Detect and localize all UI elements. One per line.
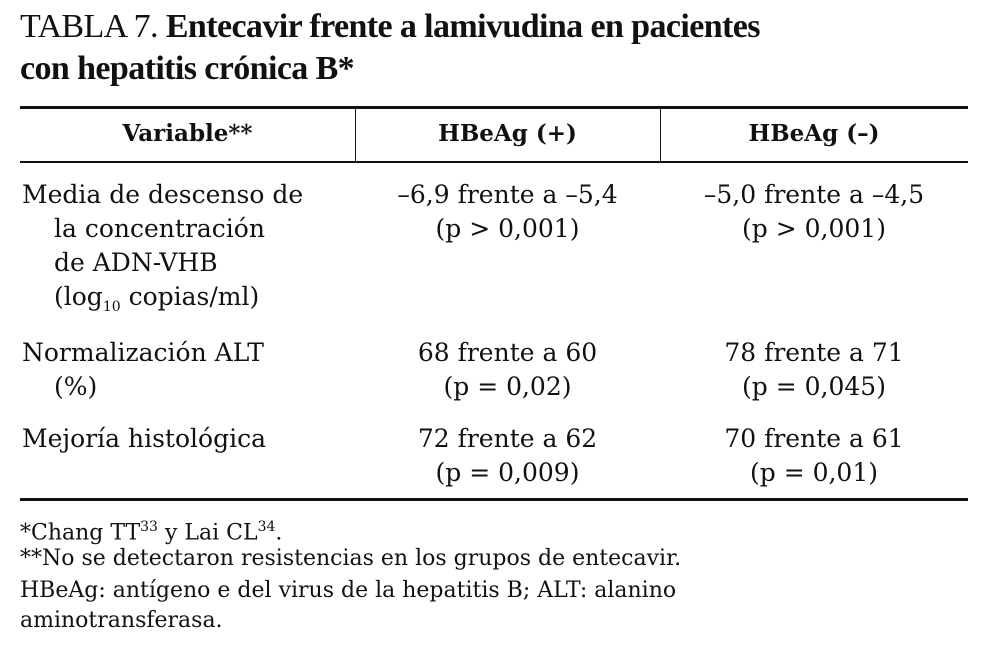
- header-rule: [20, 161, 968, 163]
- cell-line: Mejoría histológica: [22, 424, 266, 453]
- bottom-rule: [20, 498, 968, 501]
- value-cell: –6,9 frente a –5,4 (p > 0,001): [355, 178, 660, 246]
- header-cell: Variable**: [122, 120, 253, 147]
- footnote-text: aminotransferasa.: [20, 608, 223, 633]
- value-cell: 72 frente a 62 (p = 0,009): [355, 422, 660, 490]
- cell-line: (p = 0,009): [435, 458, 580, 487]
- cell-text: copias/ml): [120, 282, 260, 311]
- value-cell: 68 frente a 60 (p = 0,02): [355, 336, 660, 404]
- cell-text: (log: [54, 282, 103, 311]
- title-line: TABLA 7. Entecavir frente a lamivudina e…: [20, 8, 760, 46]
- footnote-text: y Lai CL: [157, 520, 258, 546]
- value-cell: 78 frente a 71 (p = 0,045): [660, 336, 968, 404]
- cell-line: (log10 copias/ml): [22, 280, 303, 324]
- footnote: *Chang TT33 y Lai CL34.: [20, 512, 282, 548]
- cell-line: de ADN-VHB: [54, 248, 218, 277]
- title-text: con hepatitis crónica B*: [20, 50, 355, 87]
- variable-cell: Normalización ALT (%): [22, 336, 264, 404]
- cell-line: –5,0 frente a –4,5: [703, 180, 925, 209]
- cell-line: (p > 0,001): [742, 214, 886, 243]
- footnote: HBeAg: antígeno e del virus de la hepati…: [20, 576, 676, 636]
- cell-line: (p = 0,02): [443, 372, 572, 401]
- footnote-text: .: [275, 520, 283, 546]
- cell-line: 78 frente a 71: [724, 338, 904, 367]
- table-label: TABLA 7.: [20, 8, 159, 45]
- reference: 33: [140, 519, 158, 535]
- cell-line: (p = 0,045): [742, 372, 886, 401]
- cell-line: (p > 0,001): [435, 214, 580, 243]
- header-cell: HBeAg (+): [438, 120, 577, 147]
- title-line: con hepatitis crónica B*: [20, 50, 355, 88]
- column-divider: [660, 108, 661, 163]
- reference: 34: [257, 519, 276, 535]
- variable-cell: Media de descenso de la concentración de A…: [22, 178, 303, 324]
- value-cell: –5,0 frente a –4,5 (p > 0,001): [660, 178, 968, 246]
- value-cell: 70 frente a 61 (p = 0,01): [660, 422, 968, 490]
- title-text: Entecavir frente a lamivudina en pacient…: [165, 8, 761, 45]
- variable-cell: Mejoría histológica: [22, 422, 266, 456]
- footnote-text: *Chang TT: [20, 520, 141, 546]
- cell-line: Normalización ALT: [22, 338, 264, 367]
- header-cell: HBeAg (–): [748, 120, 880, 147]
- footnote: **No se detectaron resistencias en los g…: [20, 546, 682, 571]
- cell-line: (p = 0,01): [749, 458, 878, 487]
- column-divider: [355, 108, 356, 163]
- subscript: 10: [102, 299, 121, 315]
- cell-line: 68 frente a 60: [417, 338, 598, 367]
- cell-line: la concentración: [54, 214, 265, 243]
- footnote-text: HBeAg: antígeno e del virus de la hepati…: [20, 578, 677, 603]
- cell-line: –6,9 frente a –5,4: [397, 180, 618, 209]
- top-rule: [20, 106, 968, 109]
- cell-line: (%): [54, 372, 98, 401]
- cell-line: 70 frente a 61: [724, 424, 904, 453]
- cell-line: Media de descenso de: [22, 180, 304, 209]
- cell-line: 72 frente a 62: [417, 424, 598, 453]
